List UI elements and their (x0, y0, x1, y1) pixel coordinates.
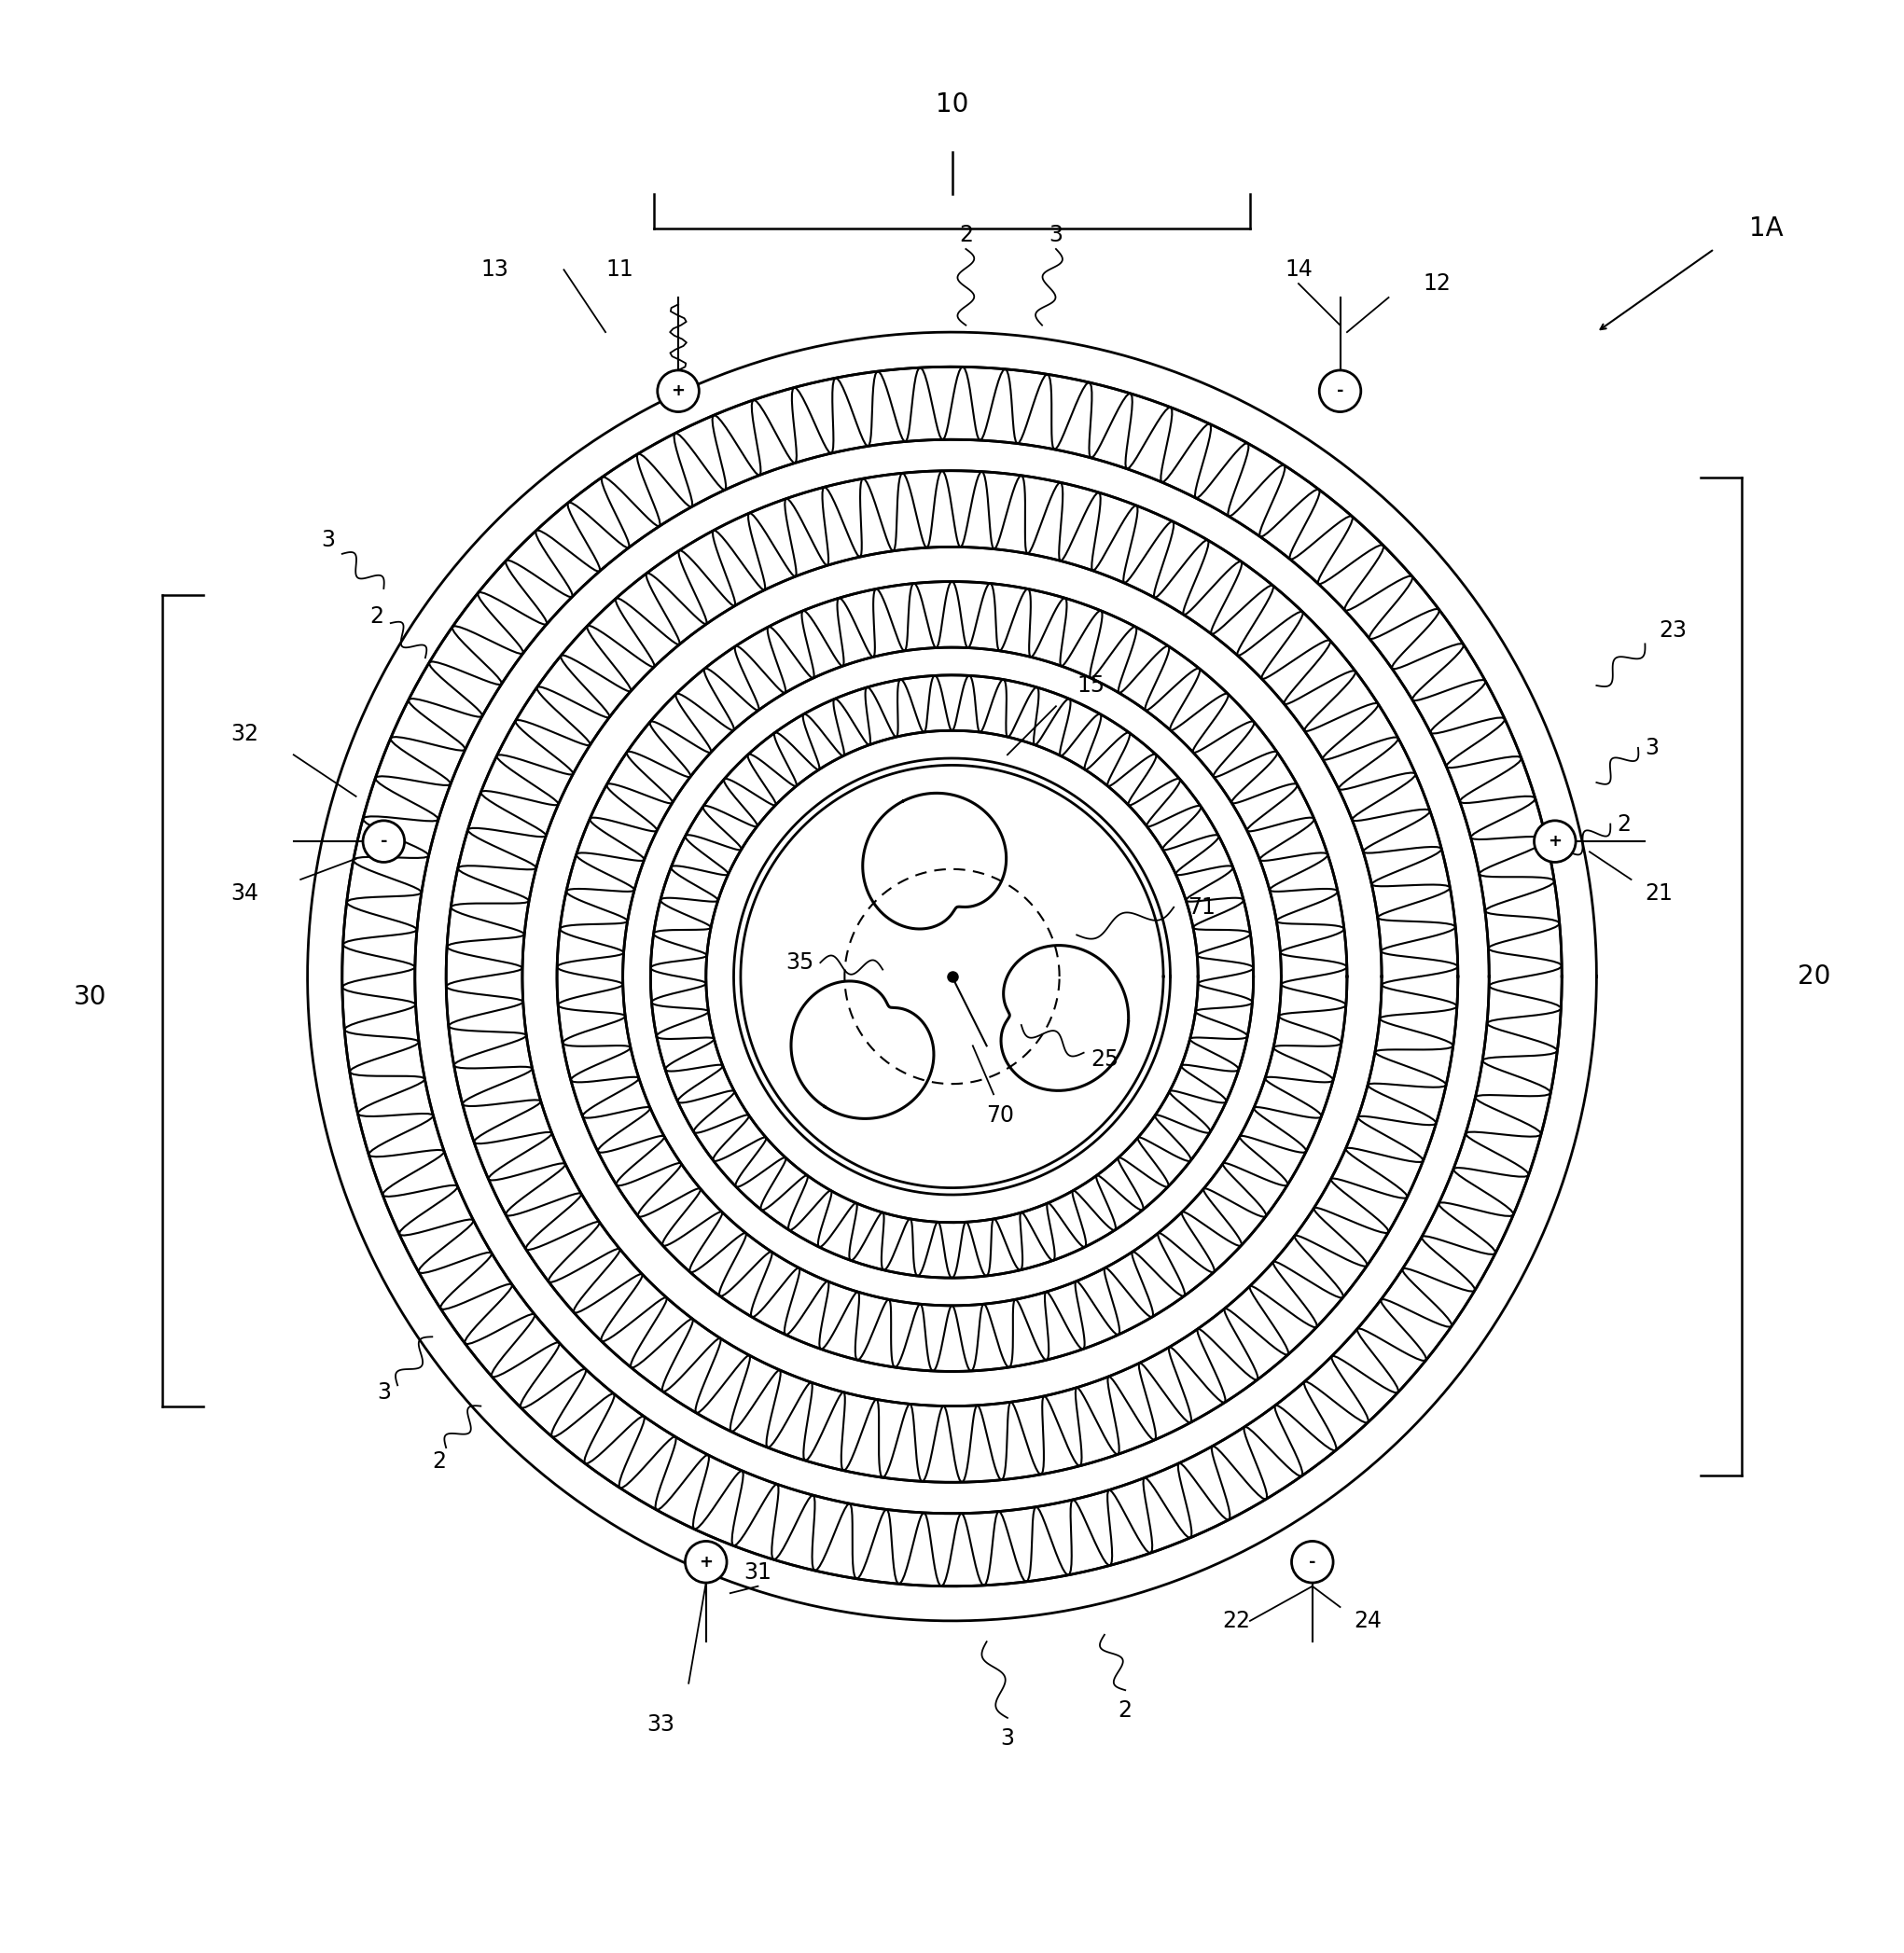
Text: 12: 12 (1424, 271, 1451, 295)
Text: 3: 3 (1000, 1728, 1015, 1750)
Text: 22: 22 (1222, 1609, 1251, 1633)
Circle shape (1291, 1541, 1333, 1582)
Text: 23: 23 (1658, 619, 1687, 641)
Text: 71: 71 (1188, 896, 1215, 918)
Text: -: - (1337, 383, 1344, 400)
Text: 21: 21 (1645, 883, 1674, 904)
Text: +: + (672, 383, 685, 400)
Text: 30: 30 (74, 984, 107, 1010)
Text: 24: 24 (1354, 1609, 1382, 1633)
Text: 2: 2 (369, 605, 385, 627)
Text: 3: 3 (377, 1381, 390, 1404)
Text: 20: 20 (1797, 963, 1830, 990)
Text: 14: 14 (1285, 258, 1312, 281)
Circle shape (1319, 371, 1361, 412)
Text: 10: 10 (935, 92, 969, 117)
Text: 33: 33 (647, 1713, 674, 1736)
Text: 2: 2 (1616, 812, 1632, 836)
Text: 13: 13 (480, 258, 508, 281)
Text: 25: 25 (1091, 1049, 1118, 1070)
Circle shape (364, 820, 404, 861)
Text: 15: 15 (1076, 674, 1104, 697)
Text: -: - (1308, 1553, 1316, 1570)
Text: 2: 2 (432, 1451, 446, 1473)
Text: 35: 35 (786, 951, 813, 975)
Text: 11: 11 (605, 258, 634, 281)
Text: -: - (381, 834, 387, 850)
Text: 3: 3 (1049, 225, 1062, 246)
Text: +: + (1548, 834, 1561, 850)
Text: +: + (699, 1553, 712, 1570)
Text: 1A: 1A (1750, 215, 1784, 242)
Text: 3: 3 (1645, 736, 1658, 760)
Circle shape (1535, 820, 1577, 861)
Text: 32: 32 (230, 723, 259, 746)
Text: 3: 3 (322, 529, 335, 551)
Circle shape (657, 371, 699, 412)
Text: 2: 2 (1118, 1699, 1133, 1723)
Text: 31: 31 (744, 1560, 771, 1584)
Text: 2: 2 (960, 225, 973, 246)
Text: 34: 34 (230, 883, 259, 904)
Text: 70: 70 (986, 1103, 1015, 1127)
Circle shape (685, 1541, 727, 1582)
